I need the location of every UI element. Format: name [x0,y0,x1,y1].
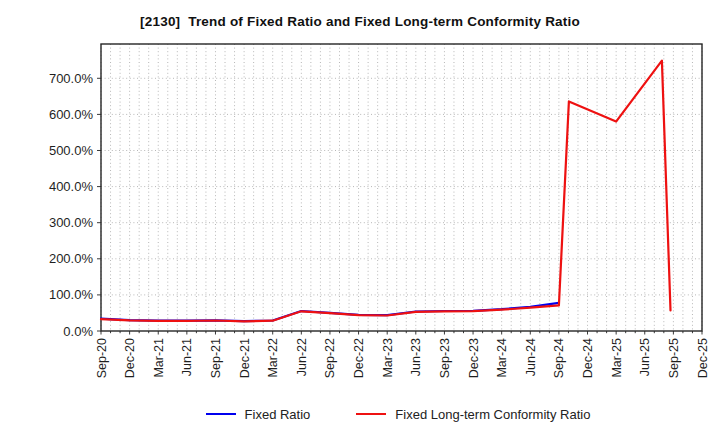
x-tick-label: Dec-24 [581,338,595,378]
legend-line-swatch [356,413,386,416]
x-tick-label: Sep-20 [95,338,109,378]
x-tick-label: Sep-24 [552,338,566,378]
y-tick-label: 0.0% [63,324,93,339]
x-tick-label: Sep-22 [323,338,337,378]
y-tick-label: 400.0% [49,179,94,194]
plot-frame [101,44,702,331]
x-tick-label: Dec-23 [467,338,481,378]
y-tick-label: 500.0% [49,143,94,158]
x-tick-label: Sep-21 [209,338,223,378]
y-tick-label: 700.0% [49,71,94,86]
x-tick-label: Mar-23 [381,338,395,378]
x-tick-label: Jun-22 [295,338,309,376]
x-tick-label: Sep-25 [667,338,681,378]
y-tick-label: 600.0% [49,107,94,122]
x-tick-label: Jun-25 [638,338,652,376]
chart-legend: Fixed Ratio Fixed Long-term Conformity Ra… [38,403,720,425]
x-tick-label: Mar-25 [610,338,624,378]
legend-item-fixed-long-term-conformity-ratio: Fixed Long-term Conformity Ratio [356,407,590,422]
x-tick-label: Mar-21 [152,338,166,378]
x-tick-label: Sep-23 [438,338,452,378]
y-tick-label: 200.0% [49,251,94,266]
legend-line-swatch [206,413,236,416]
legend-label: Fixed Long-term Conformity Ratio [395,407,590,422]
plot-area: 0.0% 100.0% 200.0% 300.0% 400.0% 500.0% 600.0%… [0,0,720,400]
x-tick-label: Dec-25 [696,338,710,378]
x-tick-label: Mar-24 [495,338,509,378]
legend-label: Fixed Ratio [245,407,311,422]
legend-item-fixed-ratio: Fixed Ratio [206,407,311,422]
x-tick-label: Jun-21 [180,338,194,376]
x-tick-label: Dec-20 [123,338,137,378]
y-tick-label: 300.0% [49,215,94,230]
x-tick-label: Dec-22 [352,338,366,378]
x-tick-label: Jun-23 [409,338,423,376]
y-tick-label: 100.0% [49,287,94,302]
x-tick-label: Jun-24 [524,338,538,376]
x-tick-label: Mar-22 [266,338,280,378]
x-tick-label: Dec-21 [238,338,252,378]
